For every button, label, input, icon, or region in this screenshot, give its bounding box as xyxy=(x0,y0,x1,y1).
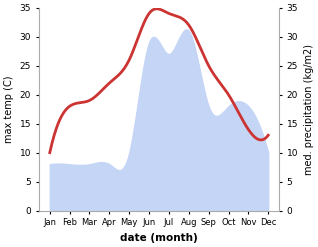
Y-axis label: max temp (C): max temp (C) xyxy=(4,75,14,143)
Y-axis label: med. precipitation (kg/m2): med. precipitation (kg/m2) xyxy=(304,44,314,175)
X-axis label: date (month): date (month) xyxy=(120,233,198,243)
